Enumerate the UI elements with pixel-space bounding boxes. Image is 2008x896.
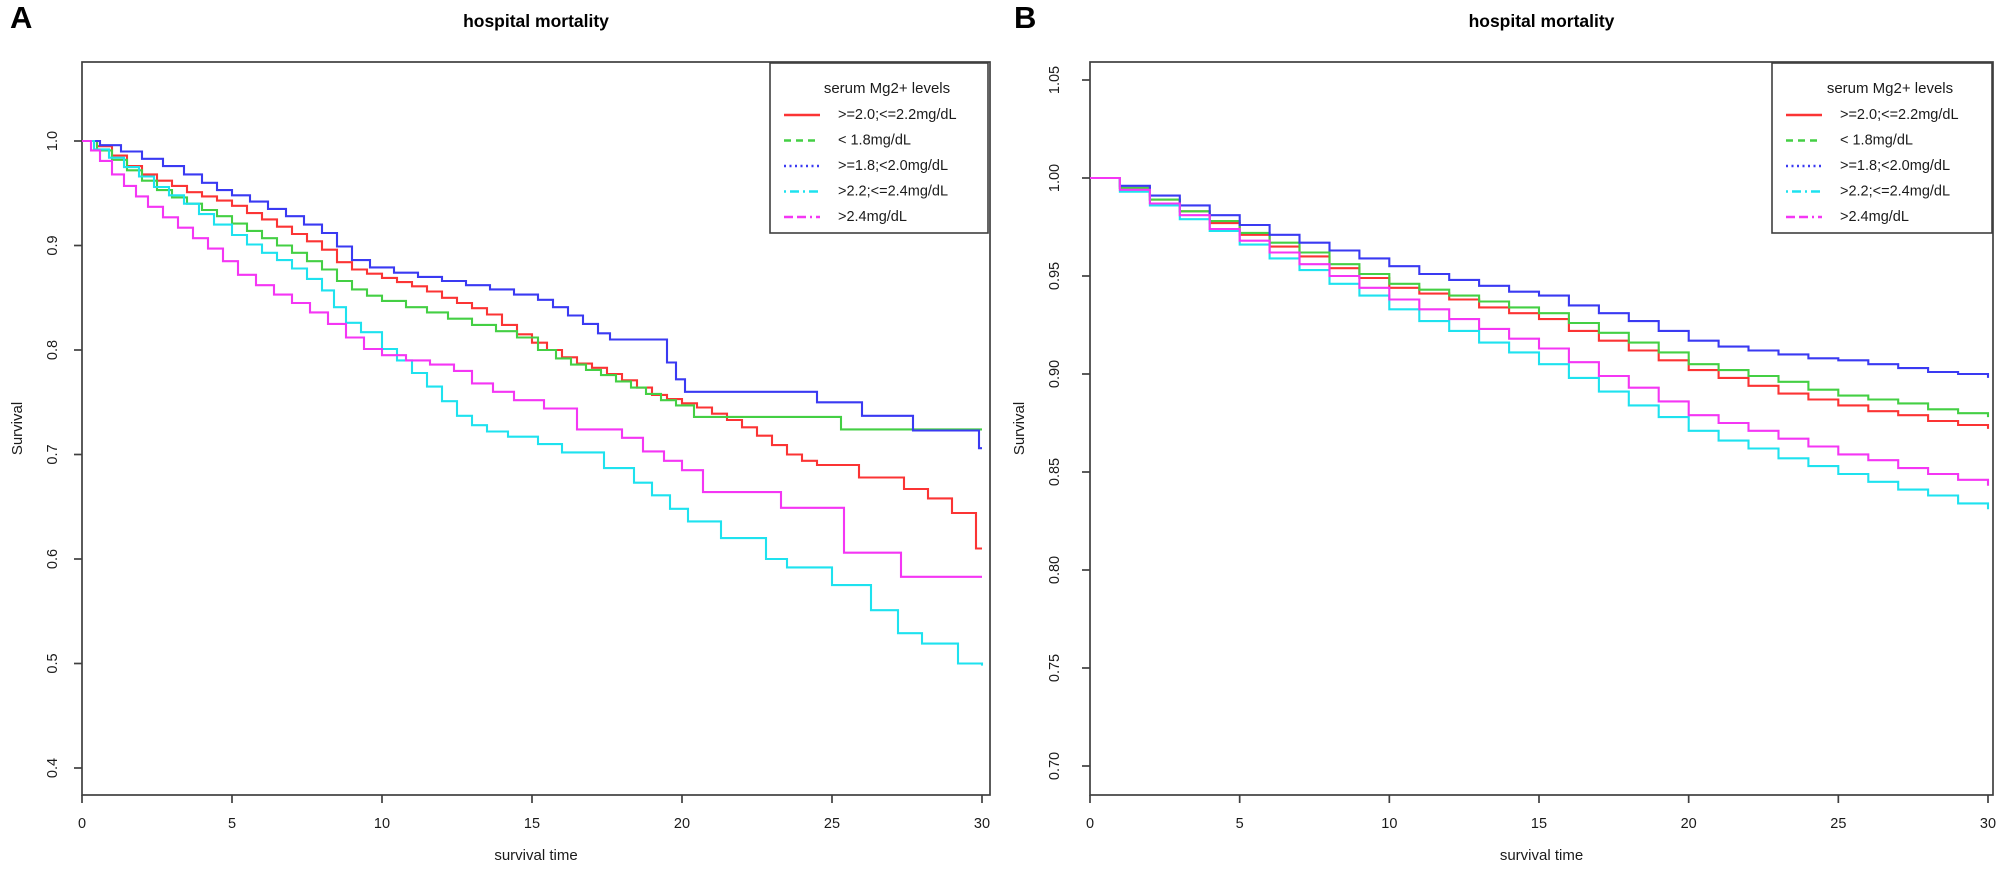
survival-curve->=1.8;<2.0mg/dL: [1090, 176, 1990, 378]
y-axis-label: Survival: [9, 402, 26, 455]
x-tick-label: 5: [228, 816, 236, 832]
y-tick-label: 0.80: [1047, 556, 1063, 584]
y-tick-label: 1.0: [45, 131, 61, 151]
x-tick-label: 15: [1531, 816, 1547, 832]
survival-curve->2.4mg/dL: [1090, 176, 1990, 486]
chart-title: hospital mortality: [1469, 11, 1615, 31]
legend-entry-label: >=2.0;<=2.2mg/dL: [838, 107, 957, 123]
x-tick-label: 0: [78, 816, 86, 832]
y-tick-label: 0.75: [1047, 654, 1063, 682]
x-axis-label: survival time: [1500, 847, 1583, 864]
y-tick-label: 0.9: [45, 235, 61, 255]
legend-entry-label: >=1.8;<2.0mg/dL: [1840, 158, 1950, 174]
chart-title: hospital mortality: [463, 11, 609, 31]
y-tick-label: 1.00: [1047, 164, 1063, 192]
survival-curve->=1.8;<2.0mg/dL: [82, 139, 982, 450]
y-tick-label: 0.95: [1047, 262, 1063, 290]
survival-curve->2.4mg/dL: [82, 139, 982, 578]
y-tick-label: 0.90: [1047, 360, 1063, 388]
survival-curve->=2.0;<=2.2mg/dL: [82, 139, 982, 550]
panel-b-label: B: [1014, 0, 1037, 35]
km-plot-hospital-mortality-b: hospital mortality survival time Survival 0…: [1011, 11, 1996, 864]
y-tick-label: 0.7: [45, 444, 61, 464]
y-tick-label: 0.85: [1047, 458, 1063, 486]
x-tick-label: 20: [1681, 816, 1697, 832]
legend-entry-label: >2.4mg/dL: [838, 209, 907, 225]
legend-entry-label: >=1.8;<2.0mg/dL: [838, 158, 948, 174]
x-tick-label: 5: [1236, 816, 1244, 832]
legend-entry-label: < 1.8mg/dL: [1840, 133, 1913, 149]
legend-entry-label: >2.2;<=2.4mg/dL: [1840, 184, 1950, 200]
survival-curve->2.2;<=2.4mg/dL: [82, 139, 984, 666]
plot-box: [81, 61, 991, 796]
x-tick-label: 10: [1381, 816, 1397, 832]
x-tick-label: 0: [1086, 816, 1094, 832]
y-tick-label: 1.05: [1047, 66, 1063, 94]
legend-entry-label: >2.2;<=2.4mg/dL: [838, 184, 948, 200]
legend-title: serum Mg2+ levels: [824, 80, 950, 97]
legend-title: serum Mg2+ levels: [1827, 80, 1953, 97]
plot-box: [1089, 61, 1994, 796]
y-tick-label: 0.4: [45, 758, 61, 778]
legend-box: [769, 62, 989, 234]
km-plot-hospital-mortality-a: hospital mortality survival time Survival 0…: [9, 11, 991, 864]
y-axis-label: Survival: [1011, 402, 1028, 455]
panel-b: B hospital mortality survival time Surviva…: [1004, 0, 2008, 896]
legend-entry-label: < 1.8mg/dL: [838, 133, 911, 149]
y-tick-label: 0.5: [45, 653, 61, 673]
panel-a: A hospital mortality survival time Surviva…: [9, 0, 991, 864]
x-tick-label: 30: [1980, 816, 1996, 832]
y-tick-label: 0.6: [45, 549, 61, 569]
legend-entry-label: >2.4mg/dL: [1840, 209, 1909, 225]
x-tick-label: 25: [1830, 816, 1846, 832]
x-tick-label: 20: [674, 816, 690, 832]
x-tick-label: 15: [524, 816, 540, 832]
panel-a-label: A: [10, 0, 33, 35]
survival-curve->2.2;<=2.4mg/dL: [1090, 176, 1990, 510]
legend-entry-label: >=2.0;<=2.2mg/dL: [1840, 107, 1959, 123]
y-tick-label: 0.8: [45, 340, 61, 360]
y-tick-label: 0.70: [1047, 752, 1063, 780]
x-tick-label: 10: [374, 816, 390, 832]
legend-box: [1771, 62, 1993, 234]
x-tick-label: 30: [974, 816, 990, 832]
x-tick-label: 25: [824, 816, 840, 832]
x-axis-label: survival time: [494, 847, 577, 864]
